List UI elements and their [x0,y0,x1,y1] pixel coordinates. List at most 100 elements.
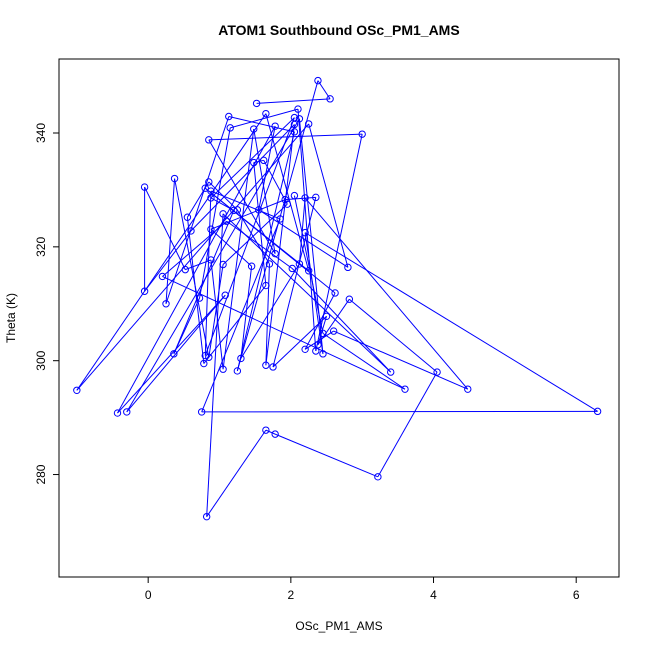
series-0-segment-60 [333,330,468,390]
series-0-point-6 [162,300,170,308]
series-0-point-28 [271,249,279,258]
series-0-segment-52 [308,123,349,268]
series-0-point-46 [295,115,304,123]
series-0-point-4 [290,128,299,136]
x-axis: 0 2 4 6 [145,577,580,602]
series-0-segment-47 [126,294,226,413]
series-0-segment-3 [236,131,295,372]
series-0-point-53 [304,120,313,128]
series-0-segment-42 [201,410,598,413]
series-0-segment-75 [265,429,276,435]
series-0-segment-67 [285,196,316,201]
series-0-point-67 [281,195,289,204]
series-0-segment-64 [240,266,253,359]
series-0-point-11 [260,156,268,165]
series-0-point-17 [233,206,242,214]
series-0-point-77 [202,512,211,521]
y-tick-label-3: 340 [34,123,48,143]
series-0-point-30 [358,130,366,138]
series-0-segment-29 [208,133,363,141]
series-0-point-39 [201,351,209,360]
series-0-point-60 [329,327,338,335]
series-0-point-80 [288,264,296,273]
series-0-point-16 [205,178,213,186]
series-0-point-78 [219,210,227,218]
series-0-segment-40 [210,190,281,220]
series-0-segment-23 [144,186,186,270]
series-0-point-21 [187,227,195,235]
series-0-point-62 [301,194,309,202]
series-0-segment-21 [144,230,192,292]
series-0-point-2 [314,76,322,85]
y-axis: 280 300 320 340 [34,123,59,485]
series-0-point-9 [219,260,227,269]
series-0-segment-35 [173,210,235,355]
series-0-segment-54 [76,113,267,391]
x-tick-label-1: 2 [288,588,295,602]
series-0-segment-32 [230,108,299,129]
series-0-point-29 [205,136,213,144]
x-tick-label-0: 0 [145,588,152,602]
series-0-point-19 [262,361,270,369]
series-0-point-22 [140,287,149,295]
series-0-point-65 [247,262,256,270]
series-0-point-54 [73,386,81,394]
series-0-point-61 [464,385,472,393]
series-0-point-64 [237,354,245,363]
series-0-segment-49 [117,125,276,414]
series-0-point-84 [319,329,327,338]
series-0-point-72 [345,295,354,303]
series-0-point-66 [207,225,215,233]
plot-frame [58,58,620,578]
y-axis-label: Theta (K) [4,293,18,343]
series-0-point-38 [290,113,299,122]
series-0-segment-43 [304,232,598,412]
y-tick-label-0: 280 [34,464,48,484]
series-0-segment-71 [317,298,350,346]
series-0-segment-65 [210,228,252,267]
series-0-segment-79 [291,268,392,373]
series-0-point-52 [344,263,352,272]
series-0-segment-0 [256,98,331,104]
series-0-point-68 [312,193,320,202]
series-0-point-69 [269,363,277,371]
x-axis-label: OSc_PM1_AMS [295,619,382,633]
series-0-point-33 [226,124,234,132]
series-0-segment-13 [203,285,267,364]
series-0-point-26 [219,365,227,373]
series-0-point-82 [158,272,167,281]
series-0-segment-14 [186,217,205,364]
series-points [73,76,602,521]
series-0-point-12 [250,158,258,167]
series-0-segment-8 [208,264,224,358]
series-0-point-85 [290,191,299,200]
series-0-point-83 [401,385,409,393]
series-0-segment-69 [272,315,327,368]
series-0-segment-6 [165,178,176,304]
series-0-segment-26 [222,128,255,370]
series-0-point-32 [294,105,302,113]
series-0-segment-50 [258,126,276,210]
series-0-point-25 [207,256,215,264]
series-0-segment-27 [253,128,276,254]
series-0-point-50 [271,122,279,130]
series-0-segment-68 [272,197,317,368]
series-0-segment-5 [165,116,230,304]
series-0-point-55 [262,109,270,118]
series-0-point-43 [593,407,602,416]
series-0-segment-57 [204,187,336,294]
series-0-point-18 [265,260,274,268]
series-0-segment-72 [349,298,438,373]
series-0-segment-15 [186,181,210,218]
series-0-point-31 [312,347,320,355]
series-0-segment-73 [377,371,438,478]
series-0-segment-61 [304,197,469,390]
series-0-point-42 [197,408,206,416]
series-0-point-44 [301,228,309,237]
series-0-segment-12 [253,162,267,286]
series-0-segment-33 [199,127,231,299]
series-0-segment-24 [185,259,212,271]
series-0-point-0 [252,99,261,108]
series-0-point-27 [250,125,258,133]
